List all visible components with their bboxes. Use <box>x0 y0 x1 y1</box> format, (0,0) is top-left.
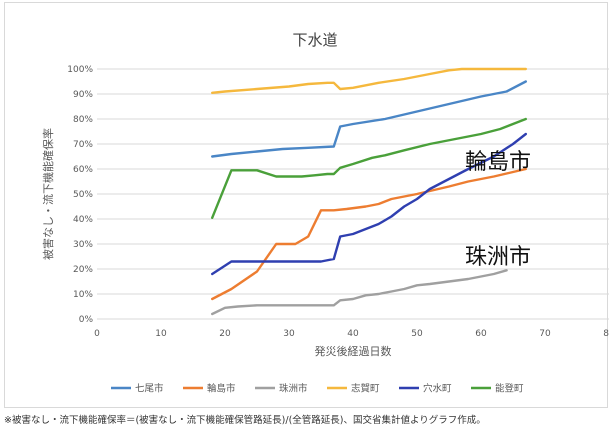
legend: 七尾市 輪島市 珠洲市 志賀町 穴水町 能登町 <box>111 383 524 395</box>
y-tick-label: 10% <box>73 290 93 300</box>
series-line <box>211 117 527 219</box>
y-tick-label: 30% <box>73 240 93 250</box>
legend-label: 珠洲市 <box>279 383 308 395</box>
y-tick-label: 90% <box>73 90 93 100</box>
x-tick-label: 0 <box>94 329 100 339</box>
y-tick-label: 80% <box>73 115 93 125</box>
x-tick-label: 80 <box>603 329 609 339</box>
y-tick-label: 0% <box>79 315 94 325</box>
footnote: ※被害なし・流下機能確保率＝(被害なし・流下機能確保管路延長)/(全管路延長)、… <box>4 415 486 426</box>
legend-label: 志賀町 <box>351 383 380 395</box>
legend-label: 穴水町 <box>423 383 452 395</box>
x-tick-label: 30 <box>283 329 295 339</box>
grid-layer <box>97 68 609 320</box>
x-axis-title: 発災後経過日数 <box>315 344 392 358</box>
series-line <box>211 80 527 158</box>
chart-title: 下水道 <box>292 31 337 49</box>
y-tick-label: 20% <box>73 265 93 275</box>
x-tick-label: 60 <box>475 329 487 339</box>
series-line <box>211 67 527 94</box>
x-tick-label: 10 <box>155 329 167 339</box>
x-tick-label: 70 <box>539 329 551 339</box>
series-line <box>211 269 508 316</box>
y-tick-label: 60% <box>73 165 93 175</box>
axis-layer: 0% 10% 20% 30% 40% 50% 60% 70% 80% 90% 100% 0 10 20 30… <box>67 65 609 339</box>
series-layer <box>211 67 527 316</box>
y-axis-title: 被害なし・流下機能確保率 <box>41 128 55 260</box>
chart-frame: 下水道 0% 10% 20% 30% 40% 50% 60% 70% 80% 90% 100% 0 10… <box>4 2 609 408</box>
series-line <box>211 167 527 301</box>
legend-label: 七尾市 <box>135 383 164 395</box>
legend-label: 輪島市 <box>207 383 236 395</box>
annotation-label: 輪島市 <box>465 150 531 175</box>
y-tick-label: 50% <box>73 190 93 200</box>
annotation-label: 珠洲市 <box>465 245 531 270</box>
series-line <box>211 132 527 276</box>
chart-svg: 下水道 0% 10% 20% 30% 40% 50% 60% 70% 80% 90% 100% 0 10… <box>41 31 609 395</box>
y-tick-label: 100% <box>67 65 93 75</box>
x-tick-label: 50 <box>411 329 423 339</box>
y-tick-label: 40% <box>73 215 93 225</box>
x-tick-label: 40 <box>347 329 359 339</box>
legend-label: 能登町 <box>495 383 524 395</box>
y-tick-label: 70% <box>73 140 93 150</box>
x-tick-label: 20 <box>219 329 231 339</box>
